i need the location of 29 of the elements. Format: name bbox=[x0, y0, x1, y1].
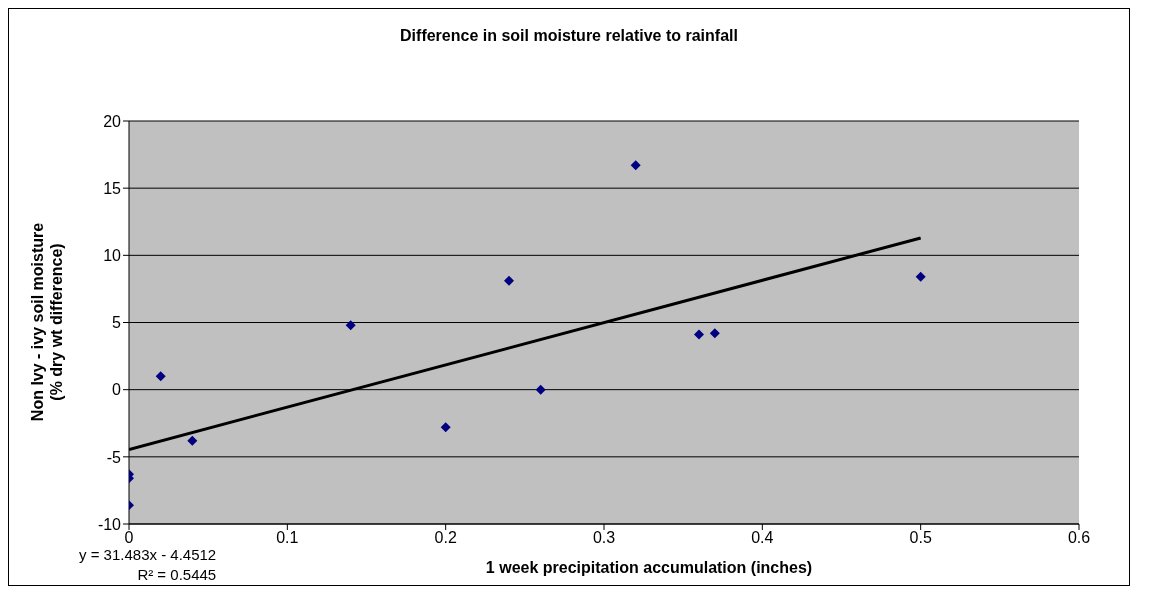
x-tick-label: 0.3 bbox=[592, 529, 616, 547]
point bbox=[694, 329, 704, 340]
x-tick-label: 0.1 bbox=[276, 529, 299, 547]
y-tick-label: -5 bbox=[106, 448, 122, 466]
x-tick-label: 0.6 bbox=[1067, 529, 1091, 547]
chart-title: Difference in soil moisture relative to rainfall bbox=[399, 27, 739, 45]
text: R² = 0.5445 bbox=[136, 565, 217, 585]
point bbox=[187, 435, 198, 446]
y-tick-label: 15 bbox=[103, 179, 122, 197]
point bbox=[630, 160, 641, 171]
x-tick-label: 0.5 bbox=[909, 529, 932, 547]
y-tick-label: 20 bbox=[103, 112, 122, 130]
point bbox=[345, 320, 356, 331]
point bbox=[915, 271, 926, 282]
x-axis-title: 1 week precipitation accumulation (inches) bbox=[485, 559, 813, 576]
y-tick-label: -10 bbox=[97, 515, 122, 533]
y-tick-label: 0 bbox=[112, 381, 122, 399]
point bbox=[504, 275, 514, 286]
point bbox=[709, 328, 720, 339]
point bbox=[155, 371, 166, 382]
y-tick-label: 5 bbox=[112, 314, 122, 332]
y-tick-label: 10 bbox=[103, 247, 122, 265]
x-tick-label: 0 bbox=[124, 529, 134, 547]
point bbox=[440, 422, 451, 433]
x-tick-label: 0.2 bbox=[434, 529, 457, 547]
x-tick-label: 0.4 bbox=[751, 529, 774, 547]
y-axis-title: Non Ivy - ivy soil moisture (% dry wt difference) bbox=[29, 222, 65, 422]
text: y = 31.483x - 4.4512 bbox=[79, 545, 217, 565]
point bbox=[535, 384, 546, 395]
